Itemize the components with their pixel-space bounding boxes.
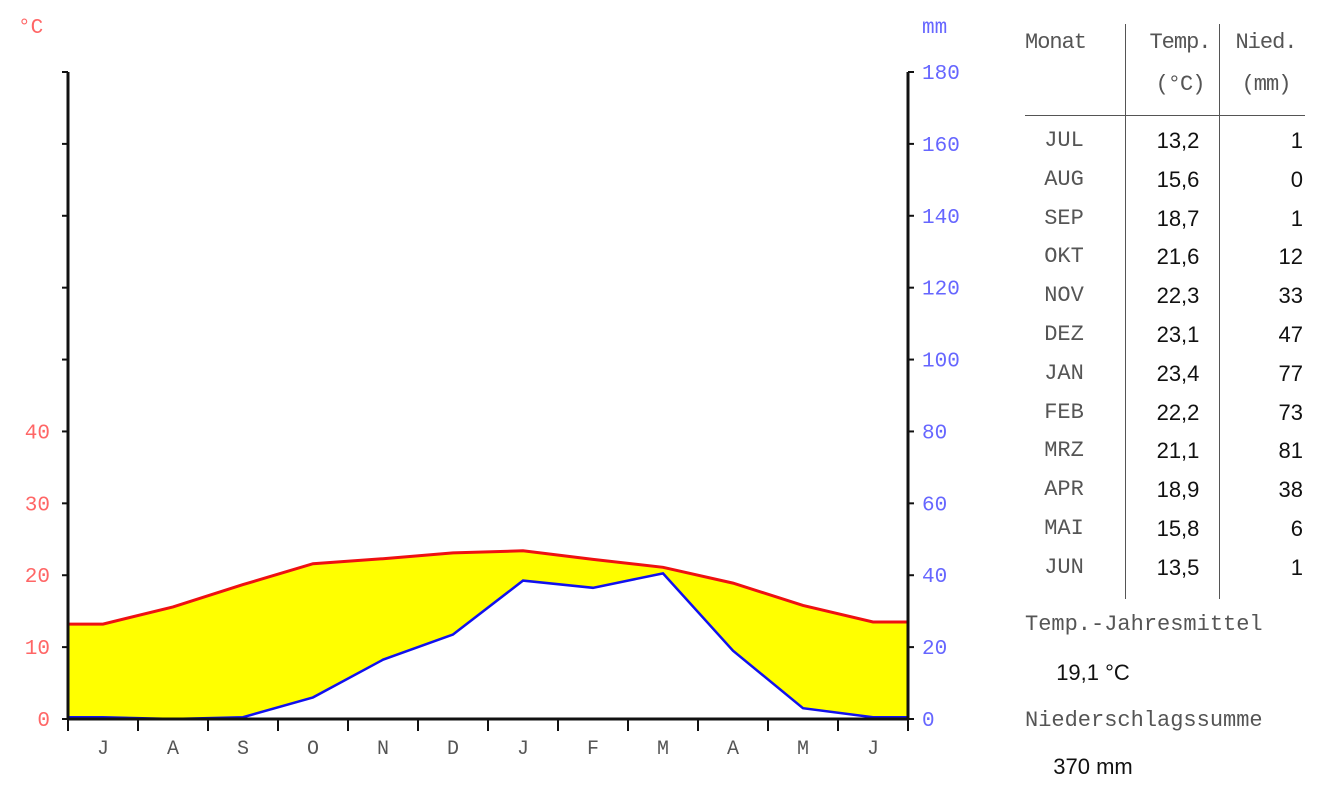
temp-tick-label-2: 20 xyxy=(25,566,50,589)
arid-area xyxy=(68,550,908,719)
temp-mean-label: Temp.-Jahresmittel xyxy=(1025,612,1263,637)
table-month-2: SEP xyxy=(1044,205,1084,231)
table-month-7: FEB xyxy=(1044,399,1084,425)
month-label-4: N xyxy=(377,738,389,761)
prec-tick-label-4: 80 xyxy=(922,422,947,445)
table-temp-10: 15,8 xyxy=(1156,516,1200,541)
table-month-0: JUL xyxy=(1044,128,1084,153)
prec-tick-label-8: 160 xyxy=(922,135,960,158)
table-month-6: JAN xyxy=(1044,360,1084,386)
table-month-10: MAI xyxy=(1044,516,1084,541)
table-month-5: DEZ xyxy=(1044,322,1084,347)
table-month-8: MRZ xyxy=(1044,438,1084,464)
temp-tick-label-1: 10 xyxy=(25,638,50,661)
temp-tick-label-0: 0 xyxy=(37,710,50,733)
month-label-8: M xyxy=(657,738,669,761)
table-prec-7: 73 xyxy=(1278,399,1303,425)
prec-tick-label-9: 180 xyxy=(922,63,960,86)
table-prec-9: 38 xyxy=(1278,477,1303,503)
table-temp-1: 15,6 xyxy=(1156,166,1200,192)
table-divider-1 xyxy=(1125,24,1126,599)
header-prec: Nied. xyxy=(1235,30,1297,55)
month-label-11: J xyxy=(867,738,879,761)
climate-chart: 0 10 20 30 40 0 20 40 60 80 100 120 140 160 180 J A S O N D J… xyxy=(18,17,960,761)
month-label-10: M xyxy=(797,738,809,761)
month-label-9: A xyxy=(727,738,739,761)
table-prec-4: 33 xyxy=(1278,283,1303,309)
table-temp-4: 22,3 xyxy=(1156,283,1200,309)
prec-unit-label: mm xyxy=(922,17,947,40)
table-prec-2: 1 xyxy=(1290,205,1303,231)
prec-tick-label-5: 100 xyxy=(922,351,960,374)
table-temp-6: 23,4 xyxy=(1156,360,1200,386)
table-month-11: JUN xyxy=(1044,554,1084,580)
table-prec-6: 77 xyxy=(1278,360,1303,386)
table-temp-3: 21,6 xyxy=(1156,244,1200,270)
prec-tick-label-0: 0 xyxy=(922,710,935,733)
month-label-0: J xyxy=(97,738,109,761)
month-label-6: J xyxy=(517,738,529,761)
table-temp-0: 13,2 xyxy=(1156,128,1200,153)
month-label-2: S xyxy=(237,738,249,761)
prec-tick-label-6: 120 xyxy=(922,279,960,302)
table-month-1: AUG xyxy=(1044,166,1084,192)
header-prec-unit: (mm) xyxy=(1241,72,1292,97)
header-temp: Temp. xyxy=(1149,30,1211,55)
table-temp-11: 13,5 xyxy=(1156,554,1200,580)
table-month-3: OKT xyxy=(1044,244,1084,270)
table-prec-8: 81 xyxy=(1278,438,1303,464)
temp-tick-label-4: 40 xyxy=(25,422,50,445)
temp-tick-label-3: 30 xyxy=(25,494,50,517)
month-label-3: O xyxy=(307,738,319,761)
table-temp-2: 18,7 xyxy=(1156,205,1200,231)
prec-sum-label: Niederschlagssumme xyxy=(1025,708,1263,733)
prec-sum-value: 370 mm xyxy=(1053,754,1133,779)
prec-tick-label-1: 20 xyxy=(922,638,947,661)
temp-mean-value: 19,1 °C xyxy=(1056,660,1130,685)
table-prec-10: 6 xyxy=(1290,516,1303,541)
table-month-4: NOV xyxy=(1044,283,1084,309)
header-month: Monat xyxy=(1025,30,1087,55)
prec-tick-label-2: 40 xyxy=(922,566,947,589)
table-prec-1: 0 xyxy=(1290,166,1303,192)
table-temp-5: 23,1 xyxy=(1156,322,1200,347)
month-label-7: F xyxy=(587,738,599,761)
prec-tick-label-3: 60 xyxy=(922,494,947,517)
table-temp-9: 18,9 xyxy=(1156,477,1200,503)
table-temp-7: 22,2 xyxy=(1156,399,1200,425)
table-prec-0: 1 xyxy=(1290,128,1303,153)
temperature-line xyxy=(68,549,908,626)
prec-tick-label-7: 140 xyxy=(922,207,960,230)
temp-unit-label: °C xyxy=(18,17,43,40)
humid-area xyxy=(68,573,908,625)
table-prec-3: 12 xyxy=(1278,244,1303,270)
month-label-5: D xyxy=(447,738,459,761)
month-label-1: A xyxy=(167,738,179,761)
table-prec-11: 1 xyxy=(1290,554,1303,580)
header-temp-unit: (°C) xyxy=(1155,72,1206,97)
table-divider-2 xyxy=(1219,24,1220,599)
header-divider xyxy=(1025,115,1305,116)
table-prec-5: 47 xyxy=(1278,322,1303,347)
table-month-9: APR xyxy=(1044,477,1084,503)
table-temp-8: 21,1 xyxy=(1156,438,1200,464)
